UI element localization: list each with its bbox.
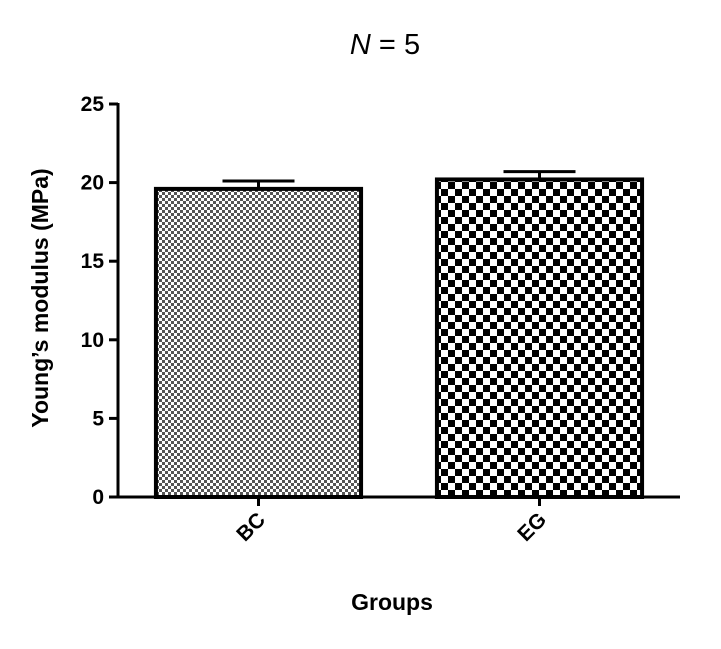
y-tick-label: 25 (81, 93, 105, 116)
y-axis: 0 5 10 15 20 25 (81, 93, 120, 509)
x-axis: BC EG (117, 495, 680, 546)
chart-title: N = 5 (350, 29, 420, 61)
y-tick-label: 10 (81, 329, 104, 352)
y-axis-title: Young’s modulus (MPa) (27, 168, 53, 427)
chart-title-variable: N (350, 29, 371, 61)
x-axis-title: Groups (351, 589, 433, 615)
y-tick-label: 15 (81, 250, 105, 273)
bar-bc (153, 186, 364, 499)
chart-title-operator: = (371, 29, 404, 61)
bar-eg (434, 177, 645, 499)
chart-title-value: 5 (404, 29, 420, 61)
y-tick-label: 5 (92, 407, 104, 430)
y-tick-label: 20 (81, 172, 104, 195)
bars (153, 170, 645, 499)
y-tick-label: 0 (92, 486, 104, 509)
x-tick-label-eg: EG (513, 508, 551, 546)
x-tick-label-bc: BC (232, 508, 270, 546)
